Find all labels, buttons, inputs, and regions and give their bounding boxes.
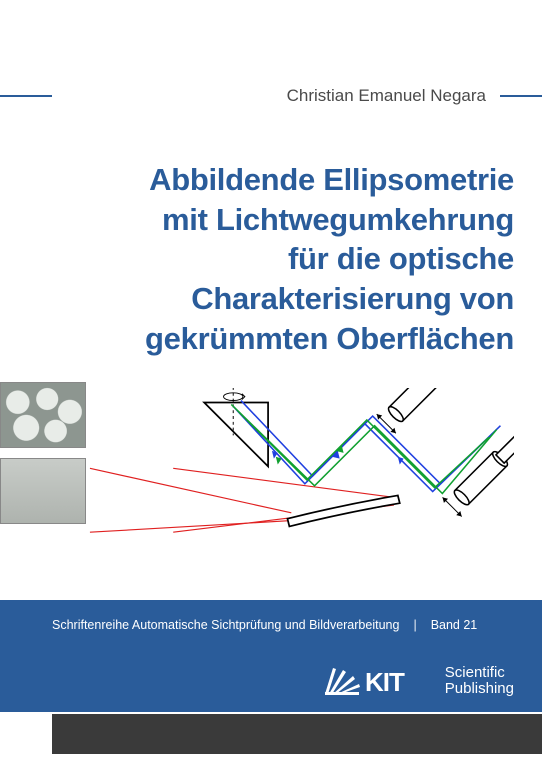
title: Abbildende Ellipsometrie mit Lichtwegumk… bbox=[52, 160, 514, 358]
sample-image-spheres bbox=[0, 382, 86, 448]
series-row: Schriftenreihe Automatische Sichtprüfung… bbox=[52, 618, 514, 632]
series-volume: Band 21 bbox=[431, 618, 478, 632]
optical-schematic bbox=[88, 388, 514, 568]
title-line: Charakterisierung von bbox=[191, 281, 514, 316]
kit-fan-icon: KIT bbox=[323, 664, 435, 698]
sample-image-flat bbox=[0, 458, 86, 524]
title-line: gekrümmten Oberflächen bbox=[145, 321, 514, 356]
rule-left bbox=[0, 95, 52, 97]
title-block: Abbildende Ellipsometrie mit Lichtwegumk… bbox=[0, 124, 542, 378]
kit-wordmark: KIT bbox=[365, 667, 405, 697]
title-line: für die optische bbox=[288, 241, 514, 276]
title-line: mit Lichtwegumkehrung bbox=[162, 202, 514, 237]
publisher-line2: Publishing bbox=[445, 681, 514, 697]
rule-right bbox=[500, 95, 542, 97]
publisher-line1: Scientific bbox=[445, 665, 514, 681]
book-cover: Christian Emanuel Negara Abbildende Elli… bbox=[0, 0, 542, 768]
sample-images bbox=[0, 382, 90, 524]
header-area: Christian Emanuel Negara bbox=[0, 0, 542, 124]
series-separator: | bbox=[399, 618, 430, 632]
author-name: Christian Emanuel Negara bbox=[287, 86, 500, 106]
footer-band: Schriftenreihe Automatische Sichtprüfung… bbox=[0, 600, 542, 712]
publisher-text: Scientific Publishing bbox=[445, 665, 514, 697]
diagram-area bbox=[0, 378, 542, 578]
title-line: Abbildende Ellipsometrie bbox=[149, 162, 514, 197]
publisher-logo: KIT Scientific Publishing bbox=[323, 664, 514, 698]
series-name: Schriftenreihe Automatische Sichtprüfung… bbox=[52, 618, 399, 632]
bottom-dark-bar bbox=[52, 714, 542, 754]
author-row: Christian Emanuel Negara bbox=[0, 86, 542, 106]
